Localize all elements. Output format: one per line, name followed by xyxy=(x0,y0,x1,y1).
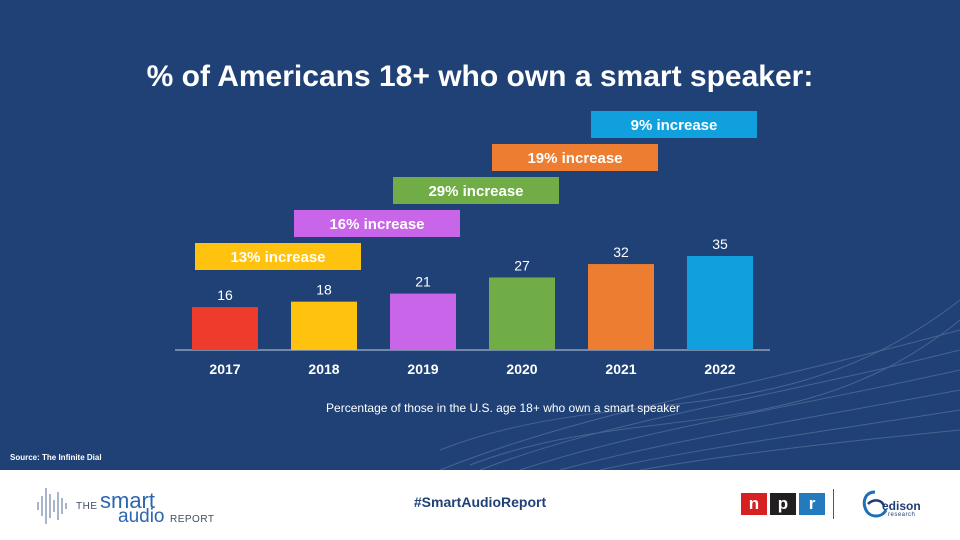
value-label-2021: 32 xyxy=(613,244,629,260)
value-label-2019: 21 xyxy=(415,274,431,290)
category-label-2018: 2018 xyxy=(308,361,339,377)
increase-label-1: 13% increase xyxy=(230,249,325,266)
bar-2022 xyxy=(687,256,753,350)
bar-chart: 16 2017 18 2018 21 2019 27 2020 32 2021 35 2022 13% … xyxy=(175,111,770,377)
category-label-2022: 2022 xyxy=(704,361,735,377)
npr-logo: n p r xyxy=(741,493,825,515)
category-label-2021: 2021 xyxy=(605,361,636,377)
edison-research-logo: edison research xyxy=(860,488,930,522)
npr-letter-p: p xyxy=(770,493,796,515)
chart-title: % of Americans 18+ who own a smart speak… xyxy=(146,60,814,93)
bar-2020 xyxy=(489,277,555,350)
bar-2019 xyxy=(390,293,456,350)
bar-2018 xyxy=(291,301,357,350)
bar-2017 xyxy=(192,307,258,350)
increase-label-3: 29% increase xyxy=(428,183,523,200)
increase-box-5 xyxy=(591,111,757,138)
decorative-wave-lines xyxy=(440,299,960,470)
chart-caption: Percentage of those in the U.S. age 18+ … xyxy=(326,401,680,415)
category-label-2020: 2020 xyxy=(506,361,537,377)
category-label-2017: 2017 xyxy=(209,361,240,377)
soundwave-icon xyxy=(37,488,67,524)
increase-box-2 xyxy=(294,210,460,237)
hashtag: #SmartAudioReport xyxy=(413,494,547,510)
increase-label-4: 19% increase xyxy=(527,150,622,167)
increase-label-2: 16% increase xyxy=(329,216,424,233)
source-note: Source: The Infinite Dial xyxy=(10,453,102,462)
bar-2021 xyxy=(588,264,654,350)
value-label-2020: 27 xyxy=(514,257,530,273)
increase-box-3 xyxy=(393,177,559,204)
npr-letter-n: n xyxy=(741,493,767,515)
edison-swirl-icon xyxy=(862,490,888,518)
npr-letter-r: r xyxy=(799,493,825,515)
brand-the: THE xyxy=(76,501,98,512)
value-label-2018: 18 xyxy=(316,282,332,298)
brand-smart: smart xyxy=(100,488,155,513)
increase-label-5: 9% increase xyxy=(631,117,718,134)
value-label-2017: 16 xyxy=(217,287,233,303)
slide-background: % of Americans 18+ who own a smart speak… xyxy=(0,0,960,470)
brand-report: REPORT xyxy=(170,514,215,525)
value-label-2022: 35 xyxy=(712,236,728,252)
increase-box-1 xyxy=(195,243,361,270)
category-label-2019: 2019 xyxy=(407,361,438,377)
increase-box-4 xyxy=(492,144,658,171)
logo-divider xyxy=(833,489,834,519)
edison-name: edison xyxy=(882,499,921,513)
smart-audio-report-logo: THE smart audio REPORT xyxy=(36,484,236,528)
edison-sub: research xyxy=(888,512,916,518)
brand-audio: audio xyxy=(118,506,165,527)
